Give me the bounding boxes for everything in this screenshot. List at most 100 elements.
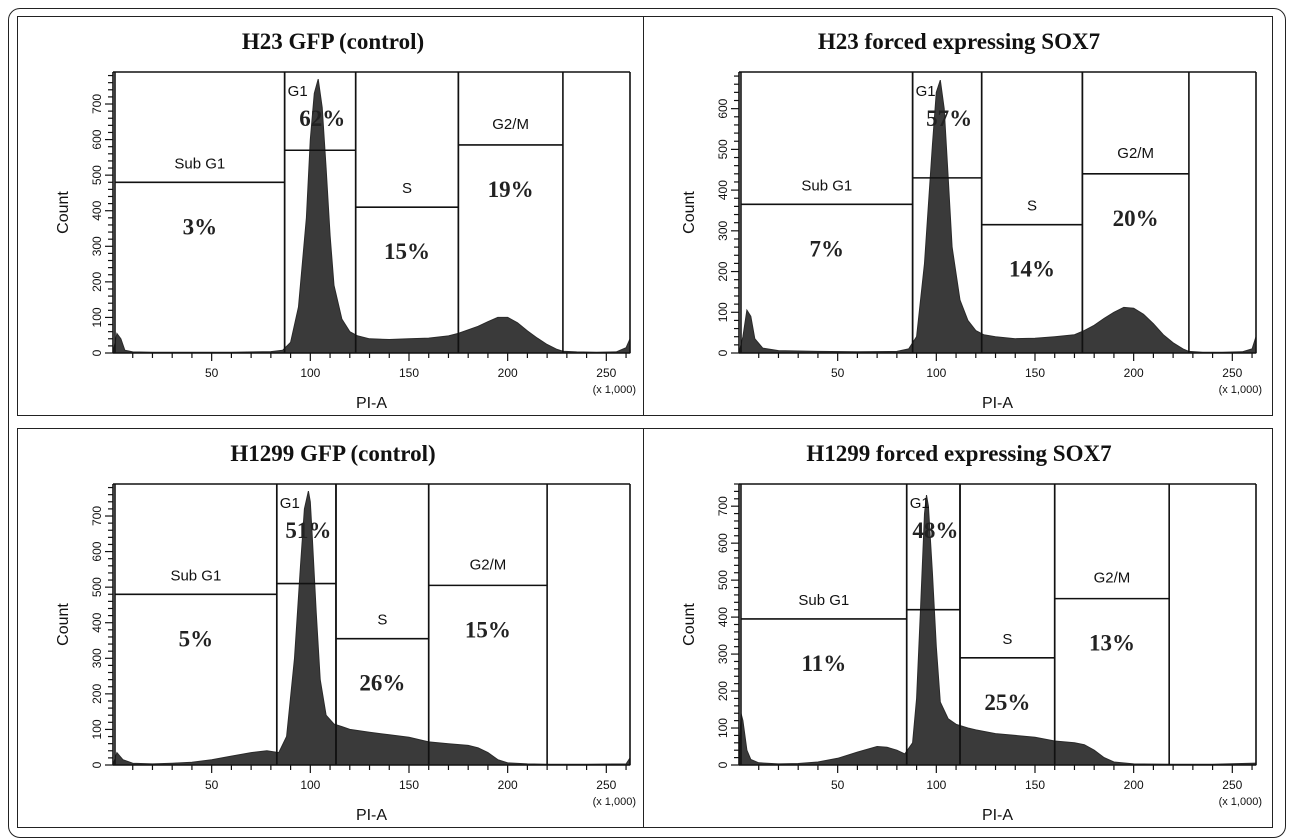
gate-percent: 13% [1089, 631, 1135, 656]
histogram-area [738, 79, 1257, 354]
y-tick-label: 100 [716, 718, 730, 738]
histogram-panel-h1299-sox7: H1299 forced expressing SOX7 Sub G1 11% G1 4… [643, 428, 1273, 828]
gate-percent: 25% [984, 690, 1030, 715]
x-tick-label: 250 [1222, 366, 1242, 380]
x-tick-label: 100 [300, 366, 320, 380]
gate-label: G2/M [1094, 570, 1131, 587]
x-tick-label: 50 [205, 366, 219, 380]
chart-title: H1299 forced expressing SOX7 [806, 441, 1111, 466]
y-tick-label: 500 [90, 165, 104, 185]
y-tick-label: 0 [90, 349, 104, 356]
x-tick-label: 50 [831, 366, 845, 380]
y-tick-label: 600 [90, 129, 104, 149]
y-tick-label: 300 [716, 220, 730, 240]
gate-sub-g1: Sub G1 11% [740, 484, 908, 765]
histogram-panel-h23-sox7: H23 forced expressing SOX7 Sub G1 7% G1 57% S… [643, 16, 1273, 416]
gate-sub-g1: Sub G1 5% [114, 484, 278, 765]
gate-percent: 15% [384, 239, 430, 264]
gate-percent: 3% [183, 214, 218, 239]
gate-label: G2/M [492, 116, 529, 133]
histogram-svg: H23 GFP (control) Sub G1 3% G1 62% S 15% G2/M 19… [55, 29, 636, 412]
x-tick-label: 100 [926, 366, 946, 380]
x-axis-label: PI-A [982, 807, 1013, 824]
chart-title: H1299 GFP (control) [230, 441, 435, 466]
y-axis-label: Count [55, 603, 72, 646]
gate-percent: 7% [810, 236, 845, 261]
gate-label: Sub G1 [170, 567, 221, 584]
x-tick-label: 200 [498, 778, 518, 792]
gate-s: S 15% [354, 72, 460, 353]
gate-s: S 25% [959, 484, 1056, 765]
y-tick-label: 200 [90, 684, 104, 704]
chart-title: H23 GFP (control) [242, 29, 424, 54]
y-tick-label: 300 [90, 236, 104, 256]
x-axis-multiplier: (x 1,000) [1219, 796, 1262, 808]
gate-g2-m: G2/M 19% [457, 72, 564, 353]
x-tick-label: 50 [205, 778, 219, 792]
histogram-area [112, 78, 631, 354]
gate-label: Sub G1 [174, 155, 225, 172]
gate-label: S [402, 180, 412, 197]
gate-percent: 51% [285, 518, 331, 543]
gate-s: S 14% [980, 72, 1084, 353]
gate-sub-g1: Sub G1 3% [114, 72, 286, 353]
gate-percent: 20% [1113, 206, 1159, 231]
gate-label: S [1027, 198, 1037, 215]
y-tick-label: 700 [90, 94, 104, 114]
gate-percent: 26% [359, 671, 405, 696]
y-tick-label: 0 [716, 761, 730, 768]
x-tick-label: 250 [596, 778, 616, 792]
histogram-svg: H1299 GFP (control)Sub G15%G151%S26%G2/M… [55, 441, 636, 824]
y-tick-label: 200 [716, 261, 730, 281]
y-tick-label: 100 [716, 302, 730, 322]
x-axis-label: PI-A [356, 395, 387, 412]
gate-label: G1 [910, 495, 930, 512]
gate-percent: 19% [488, 177, 534, 202]
histogram-area [112, 490, 631, 766]
x-tick-label: 200 [1124, 778, 1144, 792]
y-axis-label: Count [681, 191, 698, 234]
gate-percent: 14% [1009, 257, 1055, 282]
y-tick-label: 400 [90, 200, 104, 220]
y-tick-label: 500 [716, 570, 730, 590]
y-tick-label: 200 [716, 681, 730, 701]
x-tick-label: 150 [1025, 778, 1045, 792]
x-tick-label: 200 [1124, 366, 1144, 380]
y-tick-label: 300 [90, 648, 104, 668]
x-tick-label: 200 [498, 366, 518, 380]
gate-g2-m: G2/M 13% [1053, 484, 1170, 765]
y-tick-label: 700 [716, 496, 730, 516]
x-tick-label: 250 [1222, 778, 1242, 792]
x-tick-label: 150 [399, 366, 419, 380]
gate-label: Sub G1 [801, 177, 852, 194]
x-tick-label: 150 [399, 778, 419, 792]
gate-label: G1 [288, 83, 308, 100]
histogram-svg: H23 forced expressing SOX7 Sub G1 7% G1 57% S… [681, 29, 1262, 412]
x-tick-label: 50 [831, 778, 845, 792]
y-axis-label: Count [681, 603, 698, 646]
gate-label: G1 [916, 83, 936, 100]
gate-percent: 62% [299, 106, 345, 131]
y-tick-label: 300 [716, 644, 730, 664]
y-tick-label: 200 [90, 272, 104, 292]
x-tick-label: 250 [596, 366, 616, 380]
gate-percent: 15% [465, 617, 511, 642]
histogram-area [738, 495, 1257, 766]
y-tick-label: 100 [90, 719, 104, 739]
gate-percent: 5% [179, 626, 214, 651]
x-tick-label: 150 [1025, 366, 1045, 380]
y-tick-label: 100 [90, 307, 104, 327]
histogram-svg: H1299 forced expressing SOX7 Sub G1 11% G1 4… [681, 441, 1262, 824]
x-axis-multiplier: (x 1,000) [593, 796, 636, 808]
histogram-panel-h23-gfp-control: H23 GFP (control) Sub G1 3% G1 62% S 15% G2/M 19… [17, 16, 647, 416]
y-tick-label: 400 [716, 180, 730, 200]
gate-label: G2/M [1117, 145, 1154, 162]
y-tick-label: 500 [716, 139, 730, 159]
gate-g2-m: G2/M 20% [1081, 72, 1190, 353]
gate-label: S [1002, 631, 1012, 648]
gate-label: Sub G1 [798, 592, 849, 609]
x-tick-label: 100 [926, 778, 946, 792]
gate-label: S [377, 612, 387, 629]
x-axis-label: PI-A [982, 395, 1013, 412]
